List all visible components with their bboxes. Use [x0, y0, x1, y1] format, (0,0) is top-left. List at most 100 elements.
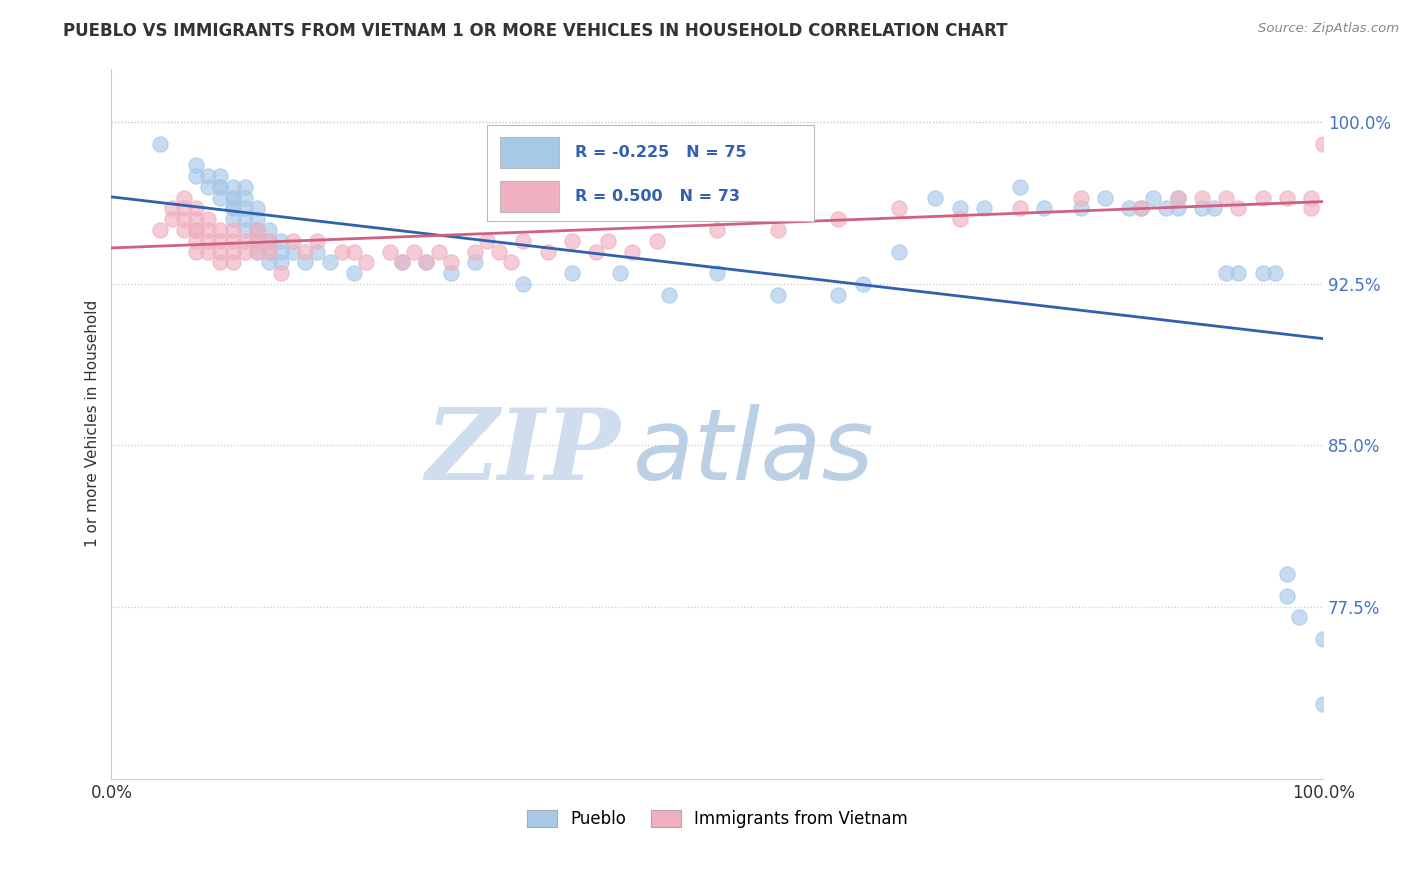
Point [209, 255, 232, 269]
Point [283, 234, 305, 248]
Point [1227, 266, 1250, 280]
Point [1299, 202, 1322, 216]
Point [949, 212, 972, 227]
Point [561, 234, 583, 248]
Point [197, 212, 219, 227]
Legend: Pueblo, Immigrants from Vietnam: Pueblo, Immigrants from Vietnam [520, 803, 914, 835]
Point [233, 212, 256, 227]
Point [343, 266, 366, 280]
Point [1251, 191, 1274, 205]
Point [149, 223, 172, 237]
Point [221, 223, 243, 237]
Point [246, 212, 269, 227]
Point [186, 244, 208, 259]
Point [1251, 266, 1274, 280]
Point [209, 244, 232, 259]
Point [233, 202, 256, 216]
Point [1070, 202, 1092, 216]
Point [246, 234, 269, 248]
Point [1191, 191, 1213, 205]
Point [1094, 191, 1116, 205]
Text: Source: ZipAtlas.com: Source: ZipAtlas.com [1258, 22, 1399, 36]
Point [246, 223, 269, 237]
Point [173, 191, 195, 205]
Point [512, 277, 534, 291]
Point [186, 223, 208, 237]
Point [1299, 191, 1322, 205]
Point [270, 234, 292, 248]
Point [160, 202, 183, 216]
Point [827, 287, 849, 301]
Point [283, 244, 305, 259]
Point [197, 169, 219, 183]
Point [561, 266, 583, 280]
Point [536, 244, 558, 259]
Point [233, 234, 256, 248]
Point [415, 255, 437, 269]
Point [1167, 191, 1189, 205]
Point [209, 169, 232, 183]
Point [464, 244, 486, 259]
Point [173, 223, 195, 237]
Point [246, 244, 269, 259]
Point [1275, 589, 1298, 603]
Point [378, 244, 401, 259]
Point [488, 244, 510, 259]
Point [197, 244, 219, 259]
Point [221, 202, 243, 216]
Point [766, 223, 789, 237]
Point [221, 191, 243, 205]
Point [1215, 191, 1237, 205]
Point [186, 158, 208, 172]
Point [440, 255, 463, 269]
Point [766, 287, 789, 301]
Point [221, 255, 243, 269]
Point [1167, 202, 1189, 216]
Point [1264, 266, 1286, 280]
Point [233, 223, 256, 237]
Point [186, 202, 208, 216]
Point [512, 234, 534, 248]
Point [149, 136, 172, 151]
Point [887, 202, 910, 216]
Point [1154, 202, 1177, 216]
Point [307, 244, 329, 259]
Point [270, 266, 292, 280]
Point [1118, 202, 1140, 216]
Point [1215, 266, 1237, 280]
Point [973, 202, 995, 216]
Point [1312, 697, 1334, 711]
Point [609, 266, 631, 280]
Point [270, 244, 292, 259]
Point [221, 180, 243, 194]
Point [1275, 191, 1298, 205]
Point [1275, 567, 1298, 582]
Point [257, 234, 280, 248]
Point [270, 255, 292, 269]
Point [501, 255, 523, 269]
Point [197, 180, 219, 194]
Point [440, 266, 463, 280]
Point [186, 212, 208, 227]
Point [585, 244, 607, 259]
Point [233, 180, 256, 194]
Point [209, 180, 232, 194]
Point [404, 244, 426, 259]
Point [221, 212, 243, 227]
Point [294, 255, 316, 269]
Point [1010, 180, 1032, 194]
Point [221, 244, 243, 259]
Point [186, 223, 208, 237]
Point [186, 234, 208, 248]
Point [427, 244, 450, 259]
Point [391, 255, 413, 269]
Point [246, 223, 269, 237]
Point [173, 202, 195, 216]
Point [1312, 632, 1334, 646]
Point [852, 277, 875, 291]
Point [221, 234, 243, 248]
Point [343, 244, 366, 259]
Point [233, 191, 256, 205]
Point [318, 255, 340, 269]
Text: ZIP: ZIP [426, 404, 620, 500]
